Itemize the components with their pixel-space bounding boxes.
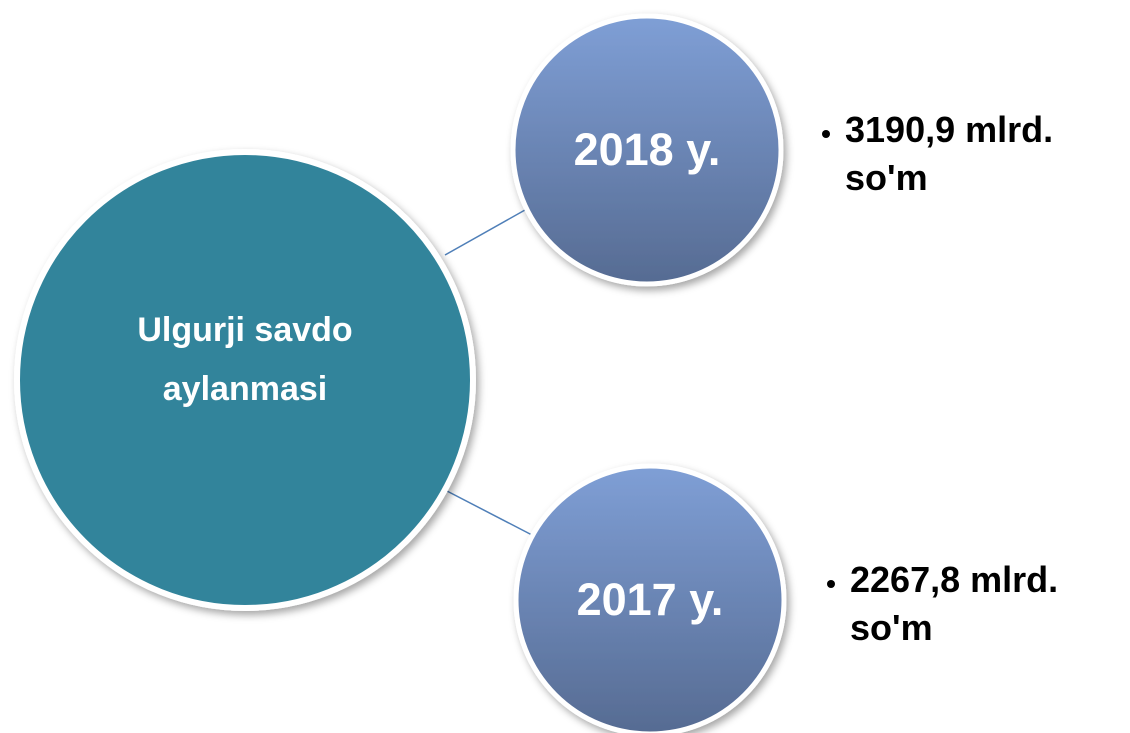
main-label: Ulgurji savdo aylanmasi — [137, 311, 353, 408]
year-circle — [510, 13, 784, 287]
main-circle — [14, 149, 476, 611]
year-label: 2018 y. — [573, 124, 721, 175]
year-label: 2017 y. — [576, 574, 724, 625]
year-circle — [513, 463, 787, 733]
detail-list: 3190,9 mlrd. so'm — [815, 106, 1115, 202]
detail-text: 3190,9 mlrd. so'm — [845, 106, 1115, 202]
detail-list: 2267,8 mlrd. so'm — [820, 556, 1120, 652]
connector — [444, 489, 533, 536]
detail-text: 2267,8 mlrd. so'm — [850, 556, 1120, 652]
connector — [444, 209, 526, 256]
